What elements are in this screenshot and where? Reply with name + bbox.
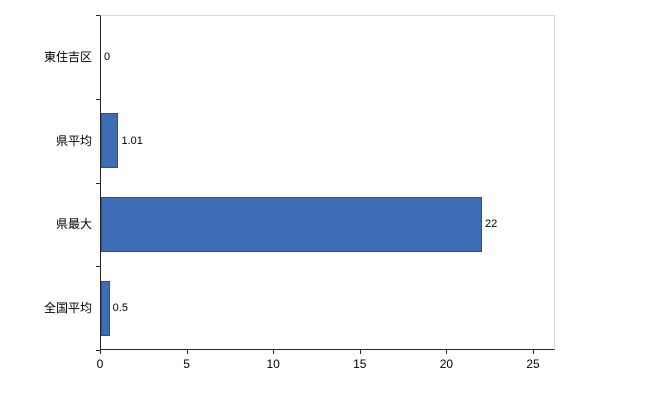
x-tick-label: 20 bbox=[439, 357, 454, 371]
x-tick-mark bbox=[446, 350, 448, 354]
bar bbox=[101, 113, 119, 169]
x-tick-label: 25 bbox=[526, 357, 540, 371]
category-label: 全国平均 bbox=[43, 301, 92, 316]
x-tick-label: 10 bbox=[266, 357, 280, 371]
bar bbox=[101, 280, 110, 336]
y-tick-mark bbox=[96, 15, 100, 16]
value-label: 0.5 bbox=[112, 302, 128, 315]
x-tick-label: 5 bbox=[183, 357, 190, 371]
y-tick-mark bbox=[96, 182, 100, 184]
y-tick-mark bbox=[96, 350, 100, 351]
x-tick-mark bbox=[273, 350, 275, 354]
value-label: 22 bbox=[485, 218, 498, 231]
x-tick-label: 15 bbox=[353, 357, 367, 371]
category-label: 県平均 bbox=[55, 133, 92, 148]
x-tick-mark bbox=[359, 350, 361, 354]
x-tick-mark bbox=[100, 350, 101, 354]
x-tick-label: 0 bbox=[96, 357, 104, 371]
value-label: 1.01 bbox=[121, 134, 143, 147]
bar bbox=[101, 196, 483, 252]
category-label: 東住吉区 bbox=[43, 49, 92, 64]
plot-area bbox=[100, 15, 555, 350]
y-tick-mark bbox=[96, 266, 100, 268]
x-tick-mark bbox=[533, 350, 534, 354]
y-tick-mark bbox=[96, 98, 100, 100]
x-tick-mark bbox=[186, 350, 188, 354]
category-label: 県最大 bbox=[55, 217, 92, 232]
value-label: 0 bbox=[104, 50, 111, 63]
